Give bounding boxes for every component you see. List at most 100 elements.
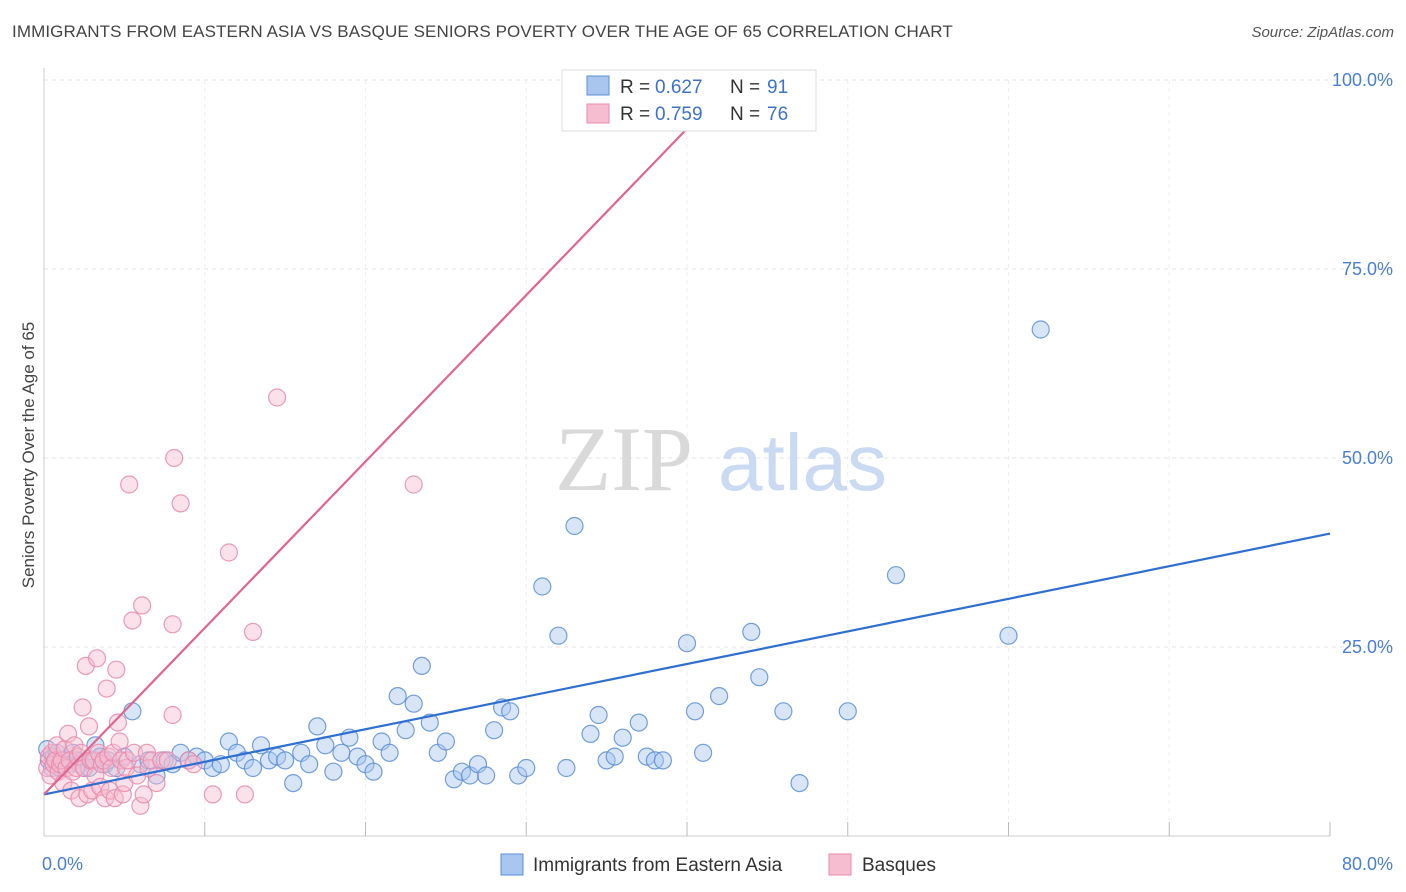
basques-point-64 <box>163 615 182 634</box>
eastern-asia-point-91 <box>838 702 857 721</box>
eastern-asia-point-83 <box>677 634 697 653</box>
y-tick-label-3: 100.0% <box>1332 70 1393 90</box>
eastern-asia-point-52 <box>380 743 399 762</box>
legend-r-label-blue: R = <box>620 77 650 98</box>
basques-point-43 <box>107 660 126 679</box>
eastern-asia-point-79 <box>629 713 648 732</box>
basques-point-37 <box>97 679 116 698</box>
eastern-asia-point-93 <box>999 626 1018 645</box>
eastern-asia-point-35 <box>243 758 263 778</box>
eastern-asia-point-72 <box>557 758 576 778</box>
eastern-asia-point-50 <box>364 762 383 781</box>
basques-point-60 <box>142 751 161 770</box>
basques-point-75 <box>404 475 423 494</box>
legend-r-label-pink: R = <box>620 104 650 125</box>
eastern-asia-point-92 <box>886 566 906 585</box>
eastern-asia-point-77 <box>605 747 624 766</box>
basques-point-51 <box>120 475 139 494</box>
basques-point-74 <box>268 388 287 407</box>
eastern-asia-point-74 <box>581 724 600 744</box>
basques-point-40 <box>102 758 121 778</box>
basques-point-50 <box>118 751 137 770</box>
basques-point-55 <box>131 796 150 815</box>
eastern-asia-point-54 <box>396 721 415 740</box>
eastern-asia-point-67 <box>501 702 520 721</box>
eastern-asia-point-86 <box>709 686 729 706</box>
eastern-asia-point-84 <box>685 702 705 721</box>
basques-point-45 <box>110 732 129 751</box>
eastern-asia-point-78 <box>613 728 632 747</box>
grid-lines <box>44 79 1392 836</box>
legend-n-value-blue: 91 <box>767 77 788 98</box>
legend-n-label-pink: N = <box>730 104 760 125</box>
watermark: ZIP atlas <box>555 408 887 510</box>
y-tick-label-2: 75.0% <box>1342 259 1393 279</box>
eastern-asia-point-94 <box>1031 320 1050 339</box>
eastern-asia-point-55 <box>404 694 423 713</box>
basques-point-61 <box>147 773 166 793</box>
eastern-asia-point-42 <box>300 755 319 774</box>
bottom-legend: Immigrants from Eastern Asia Basques <box>500 853 936 876</box>
basques-point-47 <box>113 785 132 804</box>
eastern-asia-point-64 <box>477 766 496 785</box>
axes <box>43 68 1331 837</box>
eastern-asia-point-73 <box>565 516 584 536</box>
y-axis-label: Seniors Poverty Over the Age of 65 <box>19 322 38 588</box>
eastern-asia-point-75 <box>589 705 608 725</box>
legend-n-label-blue: N = <box>730 77 760 98</box>
eastern-asia-point-45 <box>324 762 343 781</box>
x-tick-labels: 0.0% 80.0% <box>42 854 1393 874</box>
basques-point-22 <box>73 698 92 717</box>
basques-point-53 <box>124 743 144 762</box>
eastern-asia-point-82 <box>653 751 673 770</box>
basques-point-56 <box>133 596 152 615</box>
legend-box: R = 0.627 N = 91 R = 0.759 N = 76 <box>561 69 817 132</box>
watermark-zip: ZIP <box>555 408 693 510</box>
x-tick-label-0: 0.0% <box>42 854 83 874</box>
basques-point-44 <box>108 713 128 732</box>
basques-point-70 <box>203 785 222 804</box>
basques-trend-line <box>43 124 692 796</box>
basques-point-62 <box>152 751 171 770</box>
eastern-asia-point-65 <box>485 721 504 740</box>
basques-point-52 <box>123 611 142 630</box>
series-basques-points <box>38 74 592 815</box>
basques-point-31 <box>87 649 107 668</box>
eastern-asia-point-90 <box>790 773 809 793</box>
eastern-asia-point-40 <box>284 773 303 793</box>
trend-lines <box>43 124 1331 796</box>
basques-point-66 <box>165 448 184 468</box>
eastern-asia-trend-line <box>43 532 1331 796</box>
bottom-legend-swatch-pink <box>828 853 852 876</box>
bottom-legend-swatch-blue <box>500 853 524 876</box>
bottom-legend-label-blue: Immigrants from Eastern Asia <box>533 855 783 876</box>
eastern-asia-point-69 <box>517 758 536 778</box>
eastern-asia-point-59 <box>436 732 455 751</box>
eastern-asia-point-43 <box>308 717 327 736</box>
basques-point-63 <box>158 751 177 770</box>
series-eastern-asia-points <box>38 320 1050 793</box>
eastern-asia-point-89 <box>774 702 793 721</box>
bottom-legend-label-pink: Basques <box>862 855 936 876</box>
eastern-asia-point-46 <box>332 743 351 762</box>
eastern-asia-point-71 <box>549 626 568 645</box>
basques-point-65 <box>163 705 182 725</box>
eastern-asia-point-39 <box>276 751 295 770</box>
basques-point-72 <box>235 785 254 804</box>
basques-point-17 <box>65 736 84 755</box>
eastern-asia-point-53 <box>388 686 407 706</box>
basques-point-73 <box>243 622 263 642</box>
y-tick-label-1: 50.0% <box>1342 448 1393 468</box>
chart-title: IMMIGRANTS FROM EASTERN ASIA VS BASQUE S… <box>12 22 953 41</box>
legend-n-value-pink: 76 <box>767 104 788 125</box>
basques-point-13 <box>58 724 78 744</box>
eastern-asia-point-70 <box>533 577 552 596</box>
x-tick-label-1: 80.0% <box>1342 854 1393 874</box>
basques-point-71 <box>219 543 238 562</box>
eastern-asia-point-57 <box>420 713 439 732</box>
eastern-asia-point-20 <box>123 702 142 721</box>
eastern-asia-point-87 <box>742 622 761 642</box>
basques-point-57 <box>134 785 153 804</box>
legend-r-value-pink: 0.759 <box>655 104 703 125</box>
eastern-asia-point-88 <box>750 668 769 687</box>
